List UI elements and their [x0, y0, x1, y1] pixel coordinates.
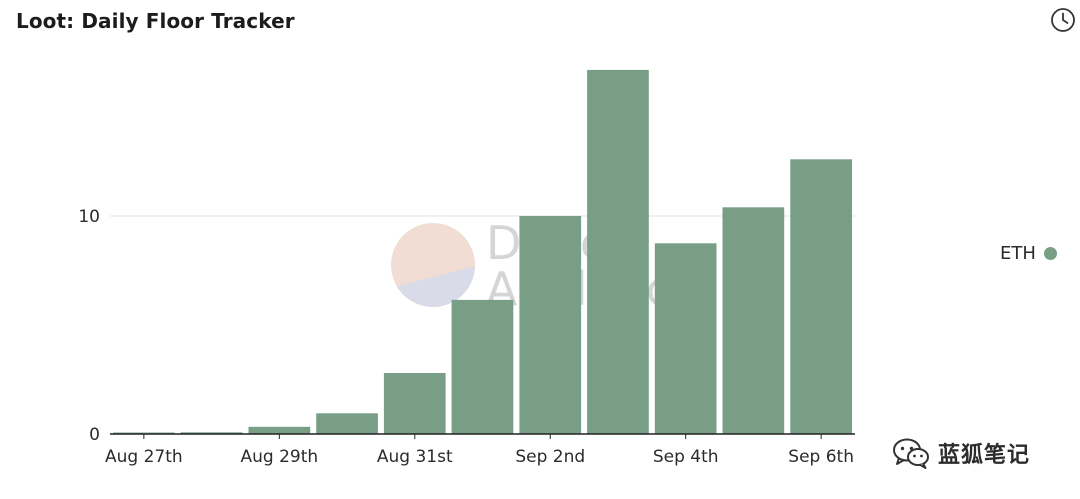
- x-tick-label: Aug 29th: [240, 447, 318, 467]
- bar-sep-2nd[interactable]: [519, 216, 582, 434]
- wechat-icon: [893, 438, 929, 469]
- y-tick-label: 0: [89, 425, 100, 445]
- bar-aug-28th[interactable]: [180, 432, 243, 434]
- x-tick-label: Aug 27th: [105, 447, 183, 467]
- clock-icon[interactable]: [1050, 7, 1076, 33]
- source-badge: 蓝狐笔记: [892, 437, 1030, 469]
- legend-label: ETH: [1000, 243, 1036, 264]
- source-text: 蓝狐笔记: [938, 443, 1031, 468]
- legend[interactable]: ETH: [1000, 243, 1057, 264]
- bar-aug-30th[interactable]: [316, 413, 378, 434]
- y-tick-label: 10: [78, 207, 100, 227]
- x-tick-label: Sep 2nd: [515, 447, 585, 467]
- bar-sep-3rd[interactable]: [587, 69, 649, 435]
- bar-sep-5th[interactable]: [722, 207, 785, 434]
- x-tick-label: Aug 31st: [377, 447, 453, 467]
- bar-layer: [113, 69, 852, 435]
- legend-swatch: [1043, 247, 1057, 260]
- bar-sep-1st[interactable]: [451, 299, 514, 434]
- chart-title: Loot: Daily Floor Tracker: [16, 9, 295, 33]
- x-tick-label: Sep 4th: [653, 447, 719, 467]
- x-tick-label: Sep 6th: [788, 447, 854, 467]
- axis-layer: 0 10 Aug 27th Aug 29th Aug 31st Sep 2nd Sep 4t…: [78, 207, 855, 467]
- bar-aug-31st[interactable]: [383, 373, 446, 434]
- bar-sep-6th[interactable]: [790, 159, 852, 435]
- bar-aug-29th[interactable]: [248, 426, 311, 434]
- bar-sep-4th[interactable]: [654, 243, 717, 435]
